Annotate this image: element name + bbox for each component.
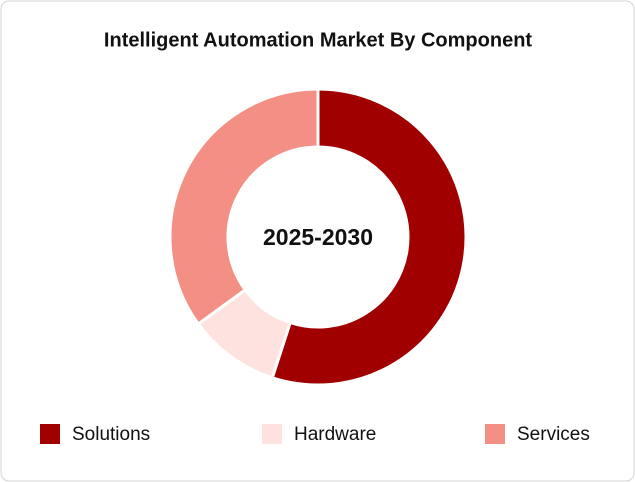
chart-title: Intelligent Automation Market By Compone… (104, 29, 532, 51)
donut (168, 87, 468, 387)
legend-label: Services (517, 424, 590, 445)
legend-swatch (40, 424, 60, 444)
legend-swatch (485, 424, 505, 444)
legend: Solutions Hardware Services (40, 424, 590, 445)
legend-swatch (262, 424, 282, 444)
legend-label: Solutions (72, 424, 150, 445)
slice (168, 87, 320, 327)
legend-label: Hardware (294, 424, 376, 445)
center-label: 2025-2030 (263, 224, 373, 250)
slice (270, 87, 468, 387)
